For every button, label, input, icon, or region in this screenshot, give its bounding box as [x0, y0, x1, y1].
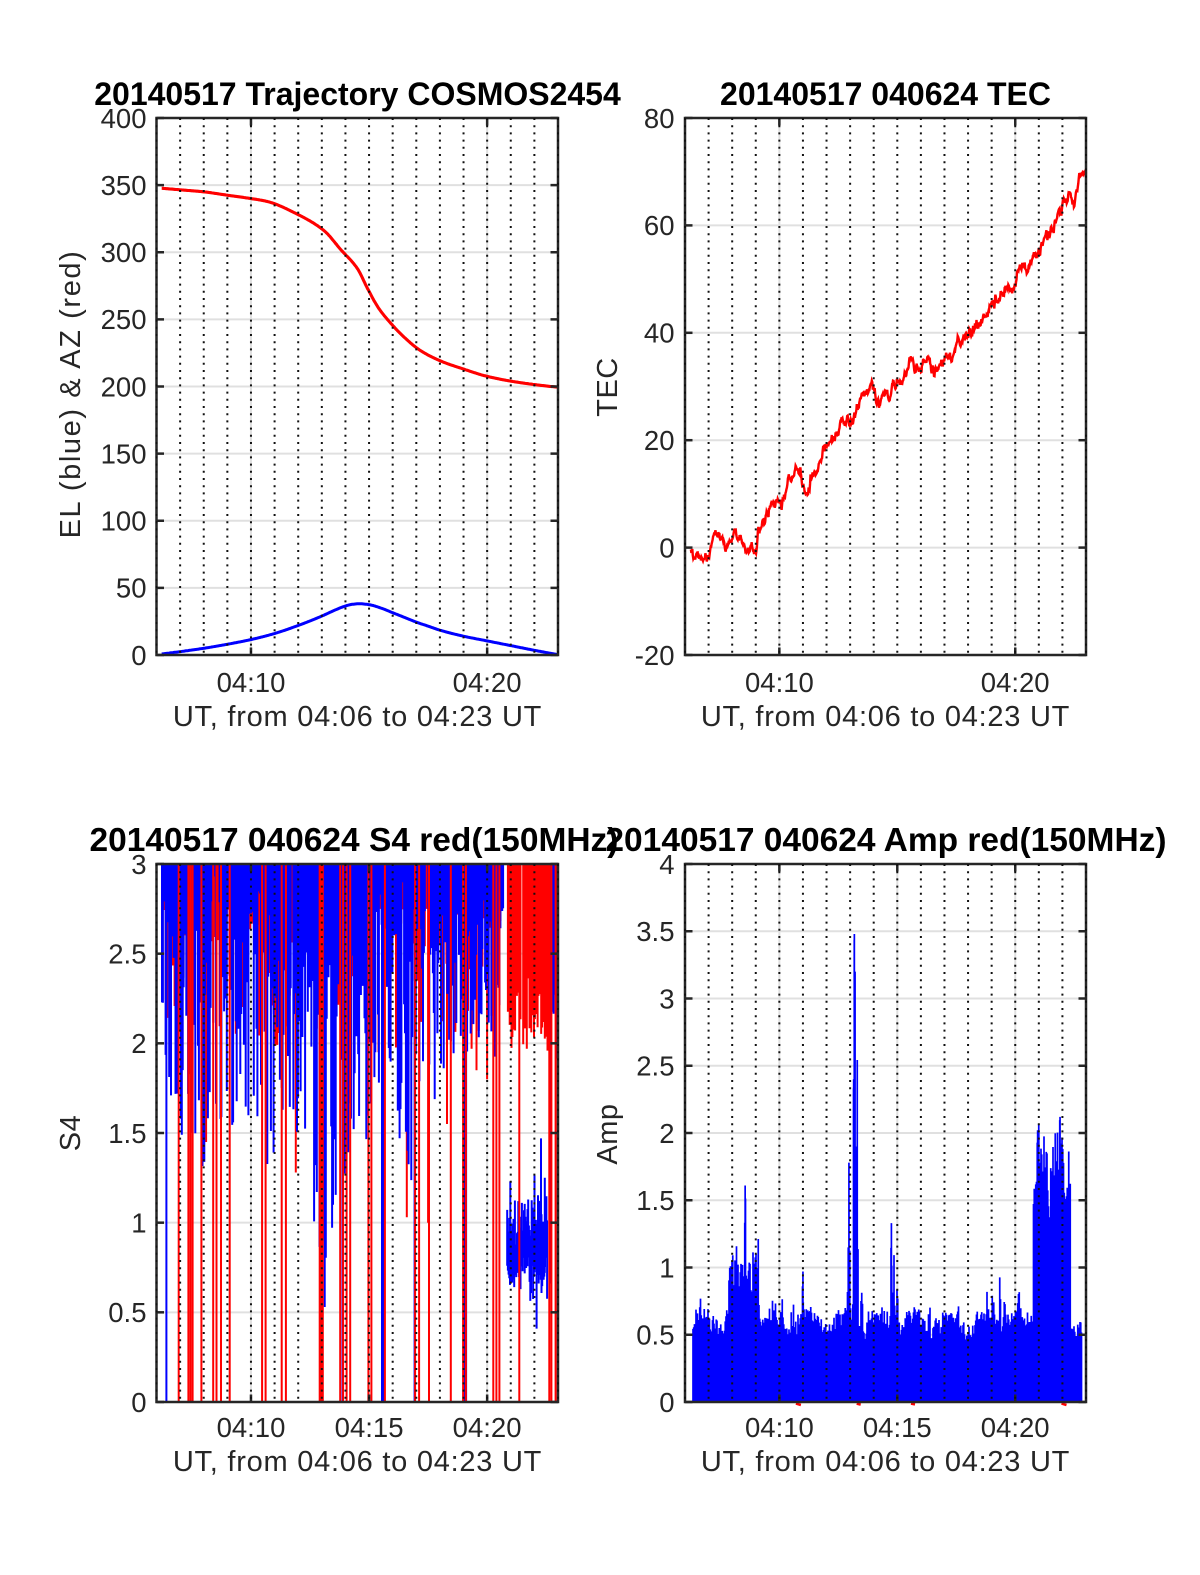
svg-text:0: 0 — [131, 1387, 146, 1418]
svg-text:0: 0 — [659, 1387, 674, 1418]
svg-text:UT, from 04:06 to 04:23 UT: UT, from 04:06 to 04:23 UT — [701, 701, 1070, 733]
svg-text:50: 50 — [116, 573, 147, 604]
svg-text:20140517 Trajectory COSMOS2454: 20140517 Trajectory COSMOS2454 — [94, 76, 621, 112]
svg-text:UT, from 04:06 to 04:23 UT: UT, from 04:06 to 04:23 UT — [701, 1446, 1070, 1478]
svg-text:04:20: 04:20 — [453, 1412, 522, 1443]
svg-text:04:20: 04:20 — [453, 667, 522, 698]
svg-text:04:10: 04:10 — [745, 667, 814, 698]
svg-text:2.5: 2.5 — [108, 939, 146, 970]
svg-text:4: 4 — [659, 849, 674, 880]
svg-text:3: 3 — [131, 849, 146, 880]
svg-text:04:15: 04:15 — [335, 1412, 404, 1443]
svg-text:2: 2 — [131, 1028, 146, 1059]
svg-text:1: 1 — [659, 1252, 674, 1283]
svg-text:04:20: 04:20 — [981, 667, 1050, 698]
svg-text:250: 250 — [101, 304, 147, 335]
svg-text:150: 150 — [101, 438, 147, 469]
svg-text:3.5: 3.5 — [636, 916, 674, 947]
svg-text:2: 2 — [659, 1118, 674, 1149]
svg-text:20140517 040624 Amp red(150MHz: 20140517 040624 Amp red(150MHz) — [605, 822, 1166, 859]
svg-text:TEC: TEC — [592, 357, 624, 417]
svg-text:0.5: 0.5 — [636, 1320, 674, 1351]
svg-text:20: 20 — [644, 425, 675, 456]
svg-text:200: 200 — [101, 371, 147, 402]
svg-text:04:10: 04:10 — [745, 1412, 814, 1443]
svg-text:04:20: 04:20 — [981, 1412, 1050, 1443]
svg-text:UT, from 04:06 to 04:23 UT: UT, from 04:06 to 04:23 UT — [173, 701, 542, 733]
svg-text:350: 350 — [101, 170, 147, 201]
svg-text:UT, from 04:06 to 04:23 UT: UT, from 04:06 to 04:23 UT — [173, 1446, 542, 1478]
svg-text:20140517 040624 TEC: 20140517 040624 TEC — [720, 76, 1051, 112]
svg-text:1.5: 1.5 — [108, 1118, 146, 1149]
svg-text:60: 60 — [644, 210, 675, 241]
svg-text:0: 0 — [131, 640, 146, 671]
svg-text:400: 400 — [101, 103, 147, 134]
svg-text:EL (blue) & AZ (red): EL (blue) & AZ (red) — [55, 250, 87, 539]
svg-text:300: 300 — [101, 237, 147, 268]
svg-text:S4: S4 — [55, 1115, 87, 1151]
svg-text:1: 1 — [131, 1208, 146, 1239]
svg-text:1.5: 1.5 — [636, 1185, 674, 1216]
svg-text:100: 100 — [101, 506, 147, 537]
svg-text:Amp: Amp — [592, 1103, 624, 1164]
svg-text:2.5: 2.5 — [636, 1051, 674, 1082]
svg-text:20140517 040624 S4 red(150MHz): 20140517 040624 S4 red(150MHz) — [90, 822, 619, 859]
svg-text:80: 80 — [644, 103, 675, 134]
svg-text:04:10: 04:10 — [217, 667, 286, 698]
svg-text:40: 40 — [644, 318, 675, 349]
svg-text:04:15: 04:15 — [863, 1412, 932, 1443]
svg-text:0.5: 0.5 — [108, 1297, 146, 1328]
svg-text:04:10: 04:10 — [217, 1412, 286, 1443]
svg-text:3: 3 — [659, 983, 674, 1014]
svg-text:0: 0 — [659, 532, 674, 563]
svg-text:-20: -20 — [635, 640, 675, 671]
